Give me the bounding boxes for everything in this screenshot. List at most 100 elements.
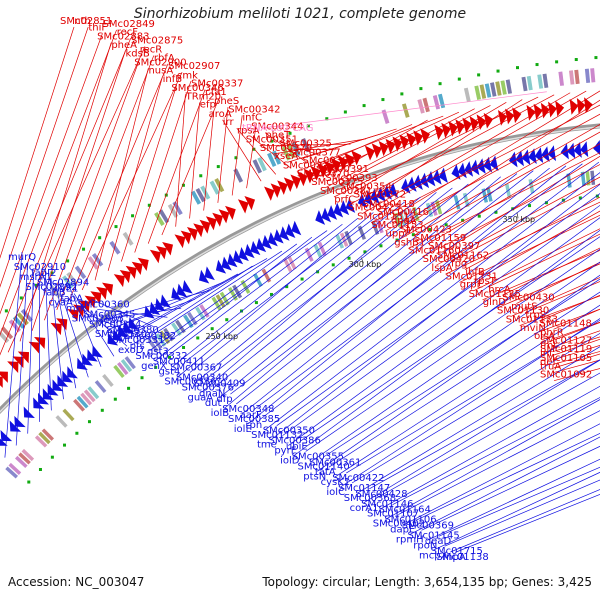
outer-color-block — [558, 71, 564, 86]
reverse-gene-arrow — [333, 202, 344, 218]
inner-color-block — [159, 330, 171, 345]
forward-gene-connector — [408, 152, 600, 249]
reverse-gene-arrow — [250, 240, 261, 256]
forward-gene-connector — [404, 99, 600, 227]
reverse-gene-connector — [4, 251, 23, 458]
reverse-gene-label: SMc00402 — [373, 519, 425, 530]
reverse-gene-label: ilvE1 — [54, 284, 78, 295]
inner-marker — [113, 397, 117, 401]
inner-marker — [196, 336, 200, 340]
reverse-gene-connector — [143, 250, 283, 342]
inner-color-block — [407, 208, 416, 223]
reverse-gene-label: corA1 — [350, 503, 379, 514]
outer-color-block — [381, 109, 390, 124]
outer-marker — [457, 77, 461, 81]
forward-gene-connector — [353, 102, 507, 193]
inner-marker — [87, 420, 91, 424]
reverse-gene-connector — [189, 201, 405, 373]
reverse-gene-connector — [131, 265, 253, 346]
reverse-gene-label: dnaN — [199, 388, 225, 399]
forward-gene-label: SMc01153 — [371, 220, 423, 231]
reverse-gene-label: SMc00411 — [153, 357, 205, 368]
inner-marker — [395, 238, 399, 242]
reverse-gene-label: fabI2 — [31, 268, 56, 279]
forward-gene-label: thiF — [88, 23, 107, 34]
forward-gene-label: SMc01127 — [540, 336, 592, 347]
forward-gene-connector — [330, 119, 428, 176]
reverse-gene-connector — [288, 217, 600, 446]
inner-color-block — [38, 431, 51, 445]
forward-gene-arrow — [162, 241, 174, 256]
reverse-gene-label: SMc00409 — [193, 378, 245, 389]
outer-color-block — [0, 330, 10, 343]
inner-color-block — [313, 243, 323, 258]
reverse-gene-label: dfp — [216, 394, 232, 405]
forward-gene-connector — [436, 176, 600, 266]
forward-gene-connector — [246, 123, 257, 189]
forward-gene-label: SMc00430 — [502, 293, 554, 304]
forward-gene-label: prfC — [334, 194, 355, 205]
forward-gene-connector — [231, 115, 243, 196]
reverse-gene-connector — [282, 204, 600, 436]
inner-color-block — [402, 209, 411, 225]
forward-gene-arrow — [371, 143, 382, 159]
inner-color-block — [83, 389, 96, 403]
reverse-gene-arrow — [315, 210, 326, 225]
reverse-gene-label: SMc00340 — [176, 372, 228, 383]
inner-marker — [595, 194, 599, 198]
reverse-gene-label: SMc00386 — [269, 436, 321, 447]
reverse-gene-arrow — [204, 266, 215, 281]
reverse-gene-connector — [317, 274, 600, 472]
outer-marker — [131, 214, 135, 218]
forward-gene-arrow — [548, 101, 557, 118]
reverse-gene-arrow — [238, 247, 249, 262]
reverse-gene-arrow — [451, 164, 461, 180]
scale-tick-label: 300 kbp — [349, 260, 382, 269]
reverse-gene-arrow — [528, 148, 537, 165]
forward-gene-arrow — [149, 249, 161, 264]
inner-color-block — [62, 408, 75, 422]
scale-tick-mark — [360, 257, 364, 264]
forward-gene-arrow — [303, 168, 315, 184]
reverse-gene-arrow — [376, 186, 386, 202]
reverse-gene-label: rpoN — [413, 540, 437, 551]
reverse-gene-connector — [97, 308, 168, 318]
inner-marker — [182, 345, 186, 349]
outer-marker — [114, 225, 118, 229]
outer-marker — [216, 165, 220, 169]
reverse-gene-arrow — [580, 141, 589, 158]
map-title: Sinorhizobium meliloti 1021, complete ge… — [133, 6, 467, 22]
forward-gene-connector — [333, 96, 539, 198]
outer-marker — [270, 139, 274, 143]
inner-color-block — [155, 333, 167, 347]
forward-gene-arrow — [469, 115, 479, 132]
forward-gene-arrow — [244, 195, 256, 211]
reverse-gene-arrow — [232, 250, 244, 265]
forward-gene-label: gshB1 — [394, 237, 425, 248]
outer-color-block — [87, 256, 99, 270]
inner-marker — [127, 386, 131, 390]
forward-gene-connector — [296, 115, 444, 172]
reverse-gene-connector — [172, 217, 359, 367]
forward-gene-label: lspA — [431, 263, 452, 274]
forward-gene-arrow — [378, 140, 389, 157]
reverse-gene-arrow — [508, 151, 518, 168]
outer-color-block — [500, 80, 507, 95]
forward-gene-label: SMc00416 — [377, 207, 429, 218]
reverse-gene-label: SMc00355 — [292, 451, 344, 462]
forward-gene-label: recR — [140, 45, 163, 56]
forward-gene-label: mviN — [520, 323, 546, 334]
reverse-gene-connector — [340, 318, 600, 488]
reverse-gene-label: SMc00330 — [95, 329, 147, 340]
forward-gene-label: ihfB — [465, 267, 485, 278]
outer-color-block — [91, 253, 104, 267]
outer-color-block — [281, 146, 291, 161]
reverse-gene-label: iolC — [326, 487, 345, 498]
forward-gene-arrow — [212, 212, 223, 227]
reverse-gene-label: SMc02894 — [37, 278, 89, 289]
reverse-gene-label: cysK1 — [321, 477, 351, 488]
forward-gene-arrow — [270, 183, 282, 198]
reverse-gene-arrow — [198, 269, 210, 284]
forward-gene-arrow — [119, 269, 131, 284]
forward-gene-connector — [496, 263, 600, 309]
